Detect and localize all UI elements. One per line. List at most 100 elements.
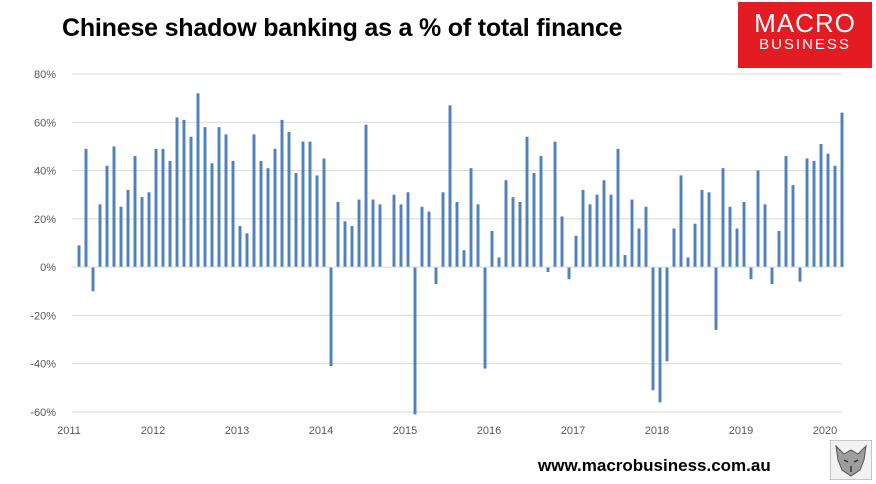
bar	[455, 201, 459, 268]
bar	[434, 267, 438, 285]
wolf-logo-icon	[830, 440, 872, 480]
bar	[231, 160, 235, 268]
bar	[217, 127, 221, 268]
bar	[224, 134, 228, 268]
bar	[273, 148, 277, 268]
bar	[700, 189, 704, 268]
bar	[518, 201, 522, 268]
bar	[112, 146, 116, 268]
bar	[728, 206, 732, 268]
bar	[413, 267, 417, 415]
bar	[623, 255, 627, 268]
logo-line-1: MACRO	[754, 8, 856, 38]
bar	[203, 127, 207, 268]
y-tick-label: 60%	[34, 117, 56, 129]
bar	[315, 175, 319, 268]
bar	[322, 158, 326, 268]
y-tick-label: -20%	[30, 310, 56, 322]
bar	[616, 148, 620, 268]
bar	[588, 204, 592, 268]
bar	[707, 192, 711, 268]
bar	[98, 204, 102, 268]
bar	[595, 194, 599, 268]
bar	[742, 201, 746, 268]
bar	[420, 206, 424, 268]
bar	[399, 204, 403, 268]
x-tick-label: 2020	[813, 425, 837, 437]
bar	[154, 148, 158, 268]
bar	[161, 148, 165, 268]
bar	[105, 165, 109, 268]
bar	[336, 201, 340, 268]
bar	[833, 165, 837, 268]
bar	[490, 230, 494, 268]
bar	[126, 189, 130, 268]
bar	[266, 168, 270, 268]
bar	[560, 216, 564, 268]
bar	[441, 192, 445, 268]
bar	[567, 267, 571, 280]
bar	[511, 197, 515, 268]
bars	[77, 93, 844, 415]
bar	[581, 189, 585, 268]
bar	[546, 267, 550, 272]
y-tick-label: 80%	[34, 69, 56, 81]
gridlines	[72, 73, 842, 413]
bar	[651, 267, 655, 391]
bar	[392, 194, 396, 268]
bar	[784, 156, 788, 268]
bar	[574, 235, 578, 268]
y-tick-label: 0%	[40, 262, 56, 274]
y-axis-ticks: -60% -40% -20% 0% 20% 40% 60% 80%	[30, 69, 56, 419]
bar	[196, 93, 200, 268]
bar	[476, 204, 480, 268]
bar	[448, 105, 452, 268]
bar	[637, 228, 641, 268]
bar	[77, 245, 81, 268]
bar	[777, 230, 781, 268]
y-tick-label: -40%	[30, 359, 56, 371]
bar	[84, 148, 88, 268]
bar	[427, 211, 431, 268]
bar	[819, 144, 823, 268]
bar	[280, 119, 284, 268]
bar	[658, 267, 662, 403]
bar	[672, 228, 676, 268]
bar	[553, 141, 557, 268]
y-tick-label: 20%	[34, 214, 56, 226]
bar	[133, 156, 137, 268]
bar	[364, 124, 368, 268]
bar	[525, 136, 529, 268]
bar	[532, 172, 536, 268]
y-tick-label: -60%	[30, 407, 56, 419]
bar	[91, 267, 95, 292]
y-tick-label: 40%	[34, 166, 56, 178]
macrobusiness-logo: MACRO BUSINESS	[738, 2, 872, 68]
bar	[539, 156, 543, 268]
bar	[350, 226, 354, 268]
bar	[805, 158, 809, 268]
bar	[721, 168, 725, 268]
bar	[735, 228, 739, 268]
bar	[693, 223, 697, 268]
bar	[182, 119, 186, 268]
bar	[609, 194, 613, 268]
bar	[497, 257, 501, 268]
bar	[749, 267, 753, 280]
bar	[210, 163, 214, 268]
bar	[679, 175, 683, 268]
bar	[140, 197, 144, 268]
bar	[812, 160, 816, 268]
bar	[826, 153, 830, 268]
x-tick-label: 2014	[309, 425, 333, 437]
x-tick-label: 2016	[477, 425, 501, 437]
website-url: www.macrobusiness.com.au	[538, 456, 771, 475]
bar	[308, 141, 312, 268]
bar	[798, 267, 802, 282]
bar	[469, 168, 473, 268]
bar	[189, 136, 193, 268]
bar	[252, 134, 256, 268]
bar	[770, 267, 774, 285]
bar	[840, 112, 844, 268]
